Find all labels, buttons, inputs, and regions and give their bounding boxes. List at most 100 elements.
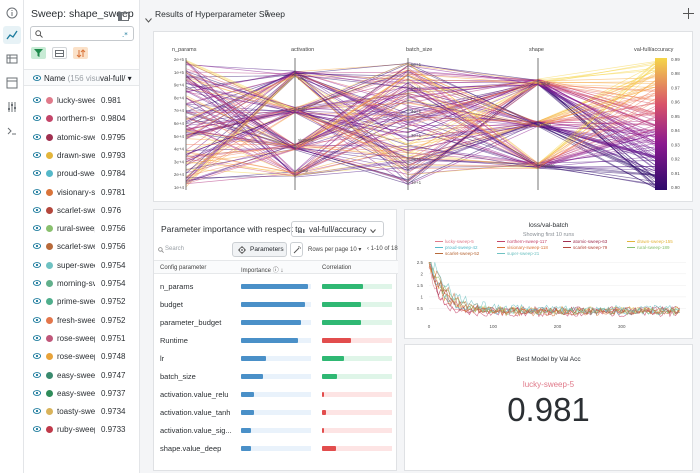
run-row[interactable]: scarlet-swe 0.976 [24, 201, 139, 219]
legend-item[interactable]: scarlet-sweep-52 [435, 251, 479, 256]
importance-row[interactable]: budget [154, 295, 398, 313]
pagination[interactable]: ‹ 1-10 of 18 [367, 246, 398, 252]
eye-icon[interactable] [32, 389, 42, 398]
chevron-down-icon[interactable] [145, 10, 152, 28]
run-row[interactable]: morning-sv 0.9754 [24, 274, 139, 292]
run-name[interactable]: toasty-swee [57, 407, 95, 417]
run-color-dot[interactable] [46, 206, 53, 214]
run-color-dot[interactable] [46, 389, 53, 397]
run-name[interactable]: fresh-swee [57, 315, 95, 325]
value-column-header[interactable]: val-full/ ▾ [100, 74, 133, 83]
correlation-header[interactable]: Correlation [322, 265, 352, 271]
series-line[interactable] [428, 262, 680, 316]
filter-icon[interactable] [31, 47, 46, 59]
series-line[interactable] [428, 261, 680, 313]
legend-item[interactable]: northern-sweep-117 [497, 239, 547, 244]
overview-icon[interactable] [3, 74, 21, 92]
legend-item[interactable]: rural-sweep-189 [627, 245, 670, 250]
run-name[interactable]: atomic-swe [57, 132, 95, 142]
run-name[interactable]: lucky-sweep [57, 96, 95, 105]
legend-item[interactable]: lucky-sweep-5 [435, 239, 474, 244]
eye-icon[interactable] [32, 297, 42, 306]
run-color-dot[interactable] [46, 280, 53, 287]
run-row[interactable]: lucky-sweep 0.981 [24, 91, 139, 109]
run-color-dot[interactable] [46, 316, 53, 324]
run-color-dot[interactable] [46, 371, 53, 379]
run-name[interactable]: proud-swee [57, 169, 95, 179]
run-name[interactable]: easy-sweep [57, 370, 95, 380]
run-row[interactable]: rose-sweep 0.9751 [24, 329, 139, 347]
eye-icon[interactable] [32, 334, 42, 343]
eye-icon[interactable] [32, 242, 42, 251]
run-name[interactable]: morning-sv [57, 279, 95, 288]
run-color-dot[interactable] [46, 334, 53, 342]
run-name[interactable]: scarlet-swe [57, 242, 95, 252]
eye-icon[interactable] [32, 151, 42, 160]
parallel-coordinates-plot[interactable]: n_params activation batch_size shape val-ful… [154, 32, 694, 203]
series-line[interactable] [428, 262, 680, 317]
eye-icon[interactable] [32, 316, 42, 325]
run-color-dot[interactable] [46, 408, 53, 416]
run-color-dot[interactable] [46, 97, 53, 104]
importance-row[interactable]: n_params [154, 277, 398, 295]
sweep-controls-icon[interactable] [3, 98, 21, 116]
sort-icon[interactable] [73, 47, 88, 59]
run-row[interactable]: northern-sv 0.9804 [24, 109, 139, 127]
run-row[interactable]: visionary-s 0.9781 [24, 183, 139, 201]
run-color-dot[interactable] [46, 170, 53, 178]
run-row[interactable]: easy-sweep 0.9747 [24, 366, 139, 384]
eye-icon[interactable] [32, 74, 42, 83]
run-row[interactable]: drawn-swee 0.9793 [24, 146, 139, 164]
run-name[interactable]: rural-sweep [57, 224, 95, 234]
eye-icon[interactable] [32, 188, 42, 197]
run-name[interactable]: prime-swee [57, 297, 95, 307]
importance-search-input[interactable]: Search [165, 246, 185, 252]
importance-header[interactable]: Importance ⓘ ↓ [241, 268, 284, 274]
table-icon[interactable] [3, 50, 21, 68]
info-icon[interactable] [3, 4, 21, 22]
run-name[interactable]: super-swee [57, 260, 95, 270]
run-row[interactable]: fresh-swee 0.9752 [24, 311, 139, 329]
run-name[interactable]: rose-sweep [57, 333, 95, 343]
importance-row[interactable]: parameter_budget [154, 313, 398, 331]
eye-icon[interactable] [32, 114, 42, 123]
section-header[interactable]: Results of Hyperparameter Sweep 5 [140, 0, 700, 26]
run-row[interactable]: rural-sweep 0.9756 [24, 219, 139, 237]
run-name[interactable]: easy-sweep [57, 388, 95, 398]
config-parameter-header[interactable]: Config parameter [160, 265, 207, 271]
eye-icon[interactable] [32, 96, 42, 105]
legend-item[interactable]: proud-sweep-42 [435, 245, 478, 250]
run-color-dot[interactable] [46, 225, 53, 233]
terminal-icon[interactable] [3, 122, 21, 140]
run-name[interactable]: ruby-sweep [57, 425, 95, 435]
run-color-dot[interactable] [46, 243, 53, 251]
importance-row[interactable]: Runtime [154, 331, 398, 349]
importance-row[interactable]: activation.value_sig... [154, 421, 398, 439]
run-color-dot[interactable] [46, 133, 53, 141]
run-row[interactable]: super-swee 0.9754 [24, 256, 139, 274]
parameters-button[interactable]: Parameters [232, 242, 287, 257]
legend-item[interactable]: super-sweep-21 [497, 251, 539, 256]
chevron-left-icon[interactable]: ‹ [367, 246, 369, 252]
add-panel-icon[interactable] [683, 6, 694, 24]
name-column-header[interactable]: Name (156 visual [44, 74, 107, 83]
run-row[interactable]: atomic-swe 0.9795 [24, 128, 139, 146]
run-color-dot[interactable] [46, 353, 53, 361]
metric-select[interactable]: val-full/accuracy [291, 221, 384, 237]
series-line[interactable] [428, 262, 680, 315]
regex-icon[interactable]: .* [122, 30, 130, 38]
eye-icon[interactable] [32, 425, 42, 434]
rows-per-page[interactable]: Rows per page 10 ▾ [308, 247, 362, 253]
run-color-dot[interactable] [46, 115, 53, 123]
legend-item[interactable]: scarlet-sweep-79 [563, 245, 607, 250]
legend-item[interactable]: atomic-sweep-63 [563, 239, 607, 244]
eye-icon[interactable] [32, 371, 42, 380]
importance-row[interactable]: shape.value_deep [154, 439, 398, 457]
importance-row[interactable]: activation.value_tanh [154, 403, 398, 421]
run-color-dot[interactable] [46, 151, 53, 159]
run-row[interactable]: easy-sweep 0.9737 [24, 384, 139, 402]
charts-icon[interactable] [3, 26, 21, 44]
wand-icon[interactable] [290, 242, 303, 257]
run-name[interactable]: drawn-swee [57, 150, 95, 160]
collapse-sidebar-icon[interactable] [118, 8, 129, 26]
